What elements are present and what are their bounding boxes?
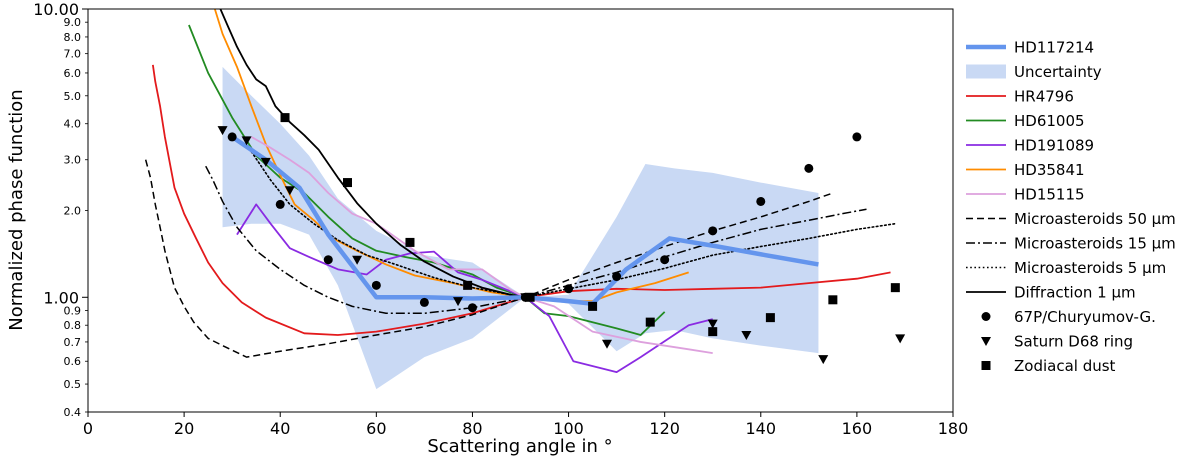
marker-square-point — [828, 295, 838, 305]
series-line-diffraction-1-m — [219, 9, 526, 299]
legend-label: HD15115 — [1014, 186, 1085, 204]
legend-label: Zodiacal dust — [1014, 357, 1116, 375]
x-tick-label: 160 — [842, 419, 873, 438]
legend-label: 67P/Churyumov-G. — [1014, 308, 1156, 326]
y-minor-tick-label: 8.0 — [64, 31, 82, 44]
legend-label: Diffraction 1 μm — [1014, 284, 1136, 302]
y-minor-tick-label: 0.8 — [64, 319, 82, 332]
marker-square-point — [890, 283, 900, 293]
x-tick-label: 80 — [462, 419, 482, 438]
y-major-tick-label: 10.00 — [33, 0, 79, 19]
legend-label: HD35841 — [1014, 161, 1085, 179]
marker-triangle-down-point — [241, 136, 252, 146]
marker-circle-point — [323, 255, 333, 265]
marker-circle-point — [275, 199, 285, 209]
marker-square-point — [343, 178, 352, 188]
x-tick-label: 100 — [553, 419, 584, 438]
legend-label: Microasteroids 5 μm — [1014, 259, 1166, 277]
legend-label: HD191089 — [1014, 137, 1094, 155]
marker-circle-point — [852, 132, 862, 142]
series-line-hd15115 — [250, 136, 713, 355]
marker-triangle-down-point — [453, 297, 464, 307]
marker-triangle-down-point — [217, 126, 228, 136]
y-minor-tick-label: 6.0 — [64, 67, 82, 80]
y-minor-tick-label: 9.0 — [64, 16, 82, 29]
marker-square-point — [765, 313, 775, 323]
plot-area — [144, 9, 897, 390]
marker-triangle-down-point — [284, 186, 295, 196]
marker-circle-point — [371, 280, 381, 290]
y-axis-label: Normalized phase function — [6, 89, 27, 330]
marker-circle-point — [612, 272, 622, 282]
legend-label: HD61005 — [1014, 112, 1085, 130]
x-axis-label: Scattering angle in ° — [427, 436, 612, 457]
y-minor-tick-label: 0.9 — [64, 304, 82, 317]
x-tick-label: 20 — [174, 419, 194, 438]
legend-label: HD117214 — [1014, 39, 1094, 57]
y-minor-tick-label: 2.0 — [64, 205, 82, 218]
x-tick-label: 0 — [83, 419, 93, 438]
axes: 0 20 40 60 80 100 120 140 160 180 1.00 10.00 0.4 0.5 0… — [33, 0, 968, 438]
marker-square-point — [645, 317, 655, 327]
x-tick-label: 60 — [366, 419, 386, 438]
marker-square-point — [588, 301, 598, 311]
y-minor-tick-label: 3.0 — [64, 154, 82, 167]
marker-triangle-down-point — [707, 319, 718, 329]
series-line-hr4796 — [151, 64, 891, 336]
y-minor-tick-label: 0.4 — [64, 406, 82, 419]
legend-label: HR4796 — [1014, 88, 1074, 106]
marker-square-point — [463, 280, 473, 290]
y-minor-tick-label: 4.0 — [64, 118, 82, 131]
scatter-markers — [217, 113, 906, 365]
legend-swatch-patch — [966, 64, 1006, 79]
legend-swatch-marker — [981, 361, 991, 370]
x-tick-label: 180 — [938, 419, 969, 438]
y-minor-tick-label: 5.0 — [64, 90, 82, 103]
marker-triangle-down-point — [260, 157, 271, 167]
legend-label: Uncertainty — [1014, 63, 1102, 81]
marker-square-point — [525, 292, 535, 302]
marker-square-point — [708, 327, 718, 337]
marker-triangle-down-point — [741, 330, 752, 340]
marker-circle-point — [708, 226, 718, 236]
marker-circle-point — [227, 132, 237, 142]
legend-label: Microasteroids 15 μm — [1014, 235, 1176, 253]
marker-square-point — [280, 113, 290, 123]
y-minor-tick-label: 7.0 — [64, 48, 82, 61]
marker-square-point — [405, 237, 415, 247]
y-major-tick-label: 1.00 — [43, 288, 79, 307]
x-tick-label: 40 — [270, 419, 290, 438]
legend: HD117214 Uncertainty HR4796 HD61005 HD191089… — [966, 39, 1176, 375]
legend-label: Saturn D68 ring — [1014, 333, 1133, 351]
legend-swatch-marker — [981, 312, 991, 321]
plot-frame — [87, 8, 954, 413]
x-tick-label: 140 — [746, 419, 777, 438]
y-minor-tick-label: 0.6 — [64, 355, 82, 368]
series-line-microasteroids-50-m — [144, 159, 834, 358]
marker-circle-point — [564, 284, 574, 294]
marker-triangle-down-point — [818, 355, 829, 365]
marker-triangle-down-point — [895, 334, 906, 344]
marker-triangle-down-point — [352, 255, 363, 265]
y-minor-tick-label: 0.5 — [64, 378, 82, 391]
y-minor-tick-label: 0.7 — [64, 336, 82, 349]
marker-circle-point — [756, 196, 766, 206]
marker-circle-point — [467, 303, 477, 313]
marker-triangle-down-point — [602, 339, 612, 349]
marker-circle-point — [804, 163, 814, 173]
series-line-hd191089 — [236, 203, 713, 374]
marker-circle-point — [419, 297, 429, 307]
uncertainty-band — [222, 66, 819, 390]
x-tick-label: 120 — [649, 419, 680, 438]
legend-swatch-marker — [981, 337, 991, 346]
series-line-microasteroids-15-m — [205, 165, 867, 315]
legend-label: Microasteroids 50 μm — [1014, 210, 1176, 228]
marker-circle-point — [660, 255, 670, 265]
